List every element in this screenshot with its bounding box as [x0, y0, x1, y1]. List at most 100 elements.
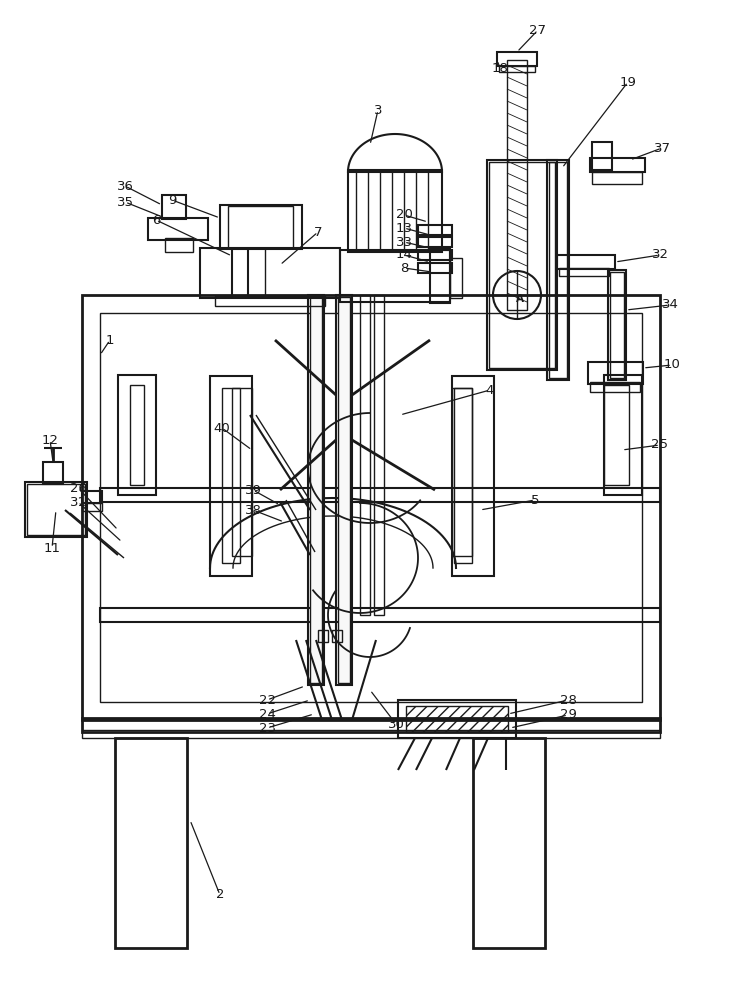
Bar [318, 630, 328, 642]
Bar [115, 738, 187, 948]
Text: 30: 30 [388, 718, 404, 730]
Text: 4: 4 [486, 383, 494, 396]
Bar [348, 170, 442, 252]
Bar [489, 162, 555, 368]
Text: 23: 23 [259, 722, 275, 734]
Bar [27, 484, 85, 535]
Bar [592, 142, 612, 170]
Text: 10: 10 [663, 359, 680, 371]
Bar [473, 738, 545, 948]
Bar [82, 730, 660, 738]
Text: 29: 29 [560, 708, 577, 722]
Bar [43, 462, 63, 484]
Bar [608, 270, 626, 380]
Bar [507, 60, 527, 310]
Bar [547, 160, 569, 380]
Bar [487, 160, 557, 370]
Bar [450, 258, 462, 298]
Text: 40: 40 [213, 422, 231, 434]
Bar [308, 295, 324, 685]
Bar [590, 382, 640, 392]
Bar [590, 158, 645, 172]
Text: 20: 20 [395, 209, 413, 222]
Text: 1: 1 [106, 334, 114, 347]
Bar [200, 248, 340, 298]
Text: 36: 36 [116, 180, 134, 192]
Bar [374, 295, 384, 615]
Text: 19: 19 [620, 76, 636, 89]
Text: 37: 37 [653, 141, 671, 154]
Bar [340, 250, 450, 302]
Text: A: A [516, 294, 524, 304]
Bar [220, 205, 302, 249]
Text: 6: 6 [152, 214, 160, 227]
Bar [25, 482, 87, 537]
Bar [418, 263, 452, 273]
Bar [100, 488, 660, 502]
Text: 38: 38 [245, 504, 261, 516]
Text: 12: 12 [42, 434, 58, 446]
Text: 8: 8 [400, 261, 408, 274]
Bar [310, 297, 322, 683]
Bar [418, 250, 452, 260]
Text: 9: 9 [168, 194, 176, 207]
Bar [82, 718, 660, 732]
Bar [604, 375, 642, 495]
Bar [130, 385, 144, 485]
Text: 14: 14 [395, 248, 413, 261]
Bar [499, 66, 535, 72]
Text: 18: 18 [492, 62, 509, 75]
Bar [222, 388, 240, 563]
Bar [418, 225, 452, 235]
Bar [82, 503, 102, 511]
Bar [162, 195, 186, 219]
Text: 26: 26 [69, 482, 87, 494]
Text: 35: 35 [116, 196, 134, 209]
Bar [82, 295, 660, 720]
Bar [592, 172, 642, 184]
Text: 32: 32 [651, 248, 668, 261]
Bar [557, 255, 615, 269]
Bar [148, 218, 208, 240]
Bar [430, 248, 450, 303]
Bar [454, 388, 472, 563]
Bar [452, 376, 494, 576]
Bar [497, 52, 537, 66]
Text: 31: 31 [69, 495, 87, 508]
Bar [215, 296, 325, 306]
Text: 24: 24 [259, 708, 275, 720]
Bar [559, 268, 609, 276]
Text: 2: 2 [216, 888, 225, 902]
Bar [232, 388, 252, 556]
Bar [165, 238, 193, 252]
Bar [210, 376, 252, 576]
Bar [398, 700, 516, 738]
Bar [336, 295, 352, 685]
Bar [228, 206, 293, 248]
Text: 28: 28 [560, 694, 577, 706]
Text: 22: 22 [259, 694, 275, 706]
Bar [549, 162, 567, 378]
Bar [610, 272, 624, 378]
Text: 33: 33 [395, 235, 413, 248]
Bar [118, 375, 156, 495]
Bar [100, 313, 642, 702]
Bar [332, 630, 342, 642]
Text: 5: 5 [530, 493, 539, 506]
Text: 34: 34 [662, 298, 678, 312]
Bar [338, 297, 350, 683]
Text: 27: 27 [530, 23, 547, 36]
Bar [418, 237, 452, 247]
Text: 13: 13 [395, 222, 413, 234]
Bar [360, 295, 370, 615]
Bar [82, 491, 102, 503]
Text: 3: 3 [374, 104, 382, 116]
Bar [406, 706, 508, 732]
Bar [588, 362, 643, 384]
Text: 39: 39 [245, 484, 261, 496]
Bar [100, 608, 660, 622]
Text: 25: 25 [651, 438, 668, 452]
Text: 11: 11 [43, 542, 60, 554]
Bar [604, 385, 629, 485]
Bar [452, 388, 472, 556]
